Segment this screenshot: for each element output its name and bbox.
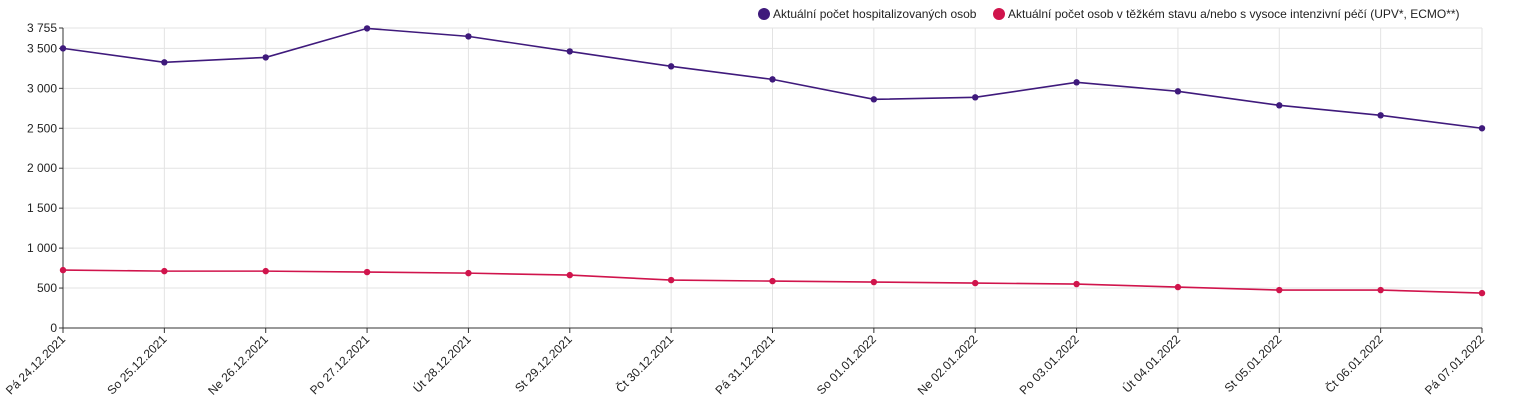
y-tick-label: 500 [37,281,57,295]
data-point [161,267,168,275]
data-point [769,76,776,83]
data-point [1174,88,1182,95]
legend-marker [993,8,1005,20]
y-tick-label: 1 500 [27,201,57,215]
data-point [59,45,67,52]
x-tick-label: So 25.12.2021 [104,332,169,397]
x-tick-label: So 01.01.2022 [814,332,879,397]
x-tick-label: Pá 24.12.2021 [3,332,68,397]
y-tick-label: 3 755 [27,21,57,35]
data-point [1377,286,1384,294]
y-tick-label: 2 500 [27,121,57,135]
data-point [566,48,573,55]
data-point [769,277,776,285]
y-tick-label: 0 [50,321,57,335]
data-point [262,54,269,61]
data-point [870,278,878,286]
data-point [1478,289,1486,297]
data-point [870,96,878,103]
x-tick-label: Út 28.12.2021 [410,331,474,395]
y-tick-label: 3 500 [27,41,57,55]
data-point [566,271,573,279]
data-point [1073,280,1080,288]
data-point [1276,286,1283,294]
y-tick-label: 2 000 [27,161,57,175]
x-tick-label: Út 04.01.2022 [1119,331,1183,395]
data-point [262,267,269,275]
x-tick-label: Pá 31.12.2021 [713,332,778,397]
x-tick-label: Ne 02.01.2022 [915,332,981,398]
legend: Aktuální počet hospitalizovaných osob Ak… [758,7,1460,21]
data-point [363,268,371,276]
x-tick-label: Čt 30.12.2021 [612,331,676,395]
y-tick-label: 1 000 [27,241,57,255]
data-point [972,279,979,287]
data-point [1377,112,1384,119]
legend-label: Aktuální počet hospitalizovaných osob [773,7,977,21]
x-tick-label: St 05.01.2022 [1222,332,1285,395]
x-tick-label: Po 03.01.2022 [1017,332,1082,397]
legend-label: Aktuální počet osob v těžkém stavu a/neb… [1008,7,1460,21]
data-point [1174,283,1182,291]
x-tick-label: Po 27.12.2021 [307,332,372,397]
legend-marker [758,8,770,20]
x-tick-label: Ne 26.12.2021 [205,332,271,398]
data-point [1276,102,1283,109]
data-point [161,59,168,66]
data-point [465,269,472,277]
data-point [59,266,67,274]
data-point [972,94,979,101]
y-tick-label: 3 000 [27,81,57,95]
x-tick-label: St 29.12.2021 [512,332,575,395]
data-point [1073,79,1080,86]
data-point [667,276,675,284]
data-point [363,25,371,32]
data-point [1478,125,1486,132]
data-point [465,33,472,40]
data-point [667,63,675,70]
x-tick-label: Čt 06.01.2022 [1322,331,1386,395]
x-tick-label: Pá 07.01.2022 [1422,332,1487,397]
